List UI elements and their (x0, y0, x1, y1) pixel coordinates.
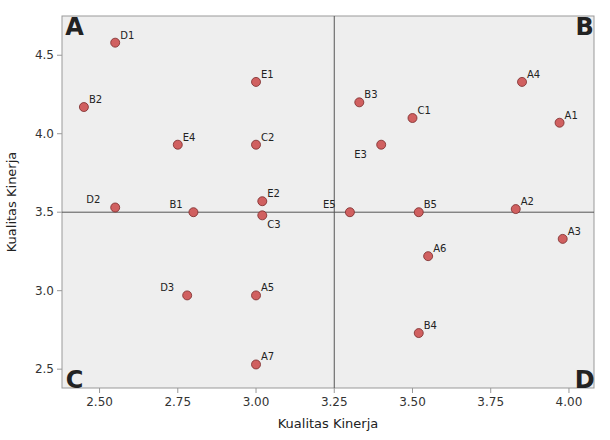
point-label: E2 (267, 188, 280, 199)
axes: 2.50 2.75 3.00 3.25 3.50 3.75 4.00 2.5 3.0 3.5 4.0… (35, 48, 582, 409)
point (252, 291, 261, 300)
point-label: A2 (521, 196, 534, 207)
y-tick (57, 369, 62, 370)
point-labels: D1 B2 E4 C2 E1 D2 B1 E2 C3 D3 A5 A7 B3 C1 E3 A4 A1 E5 B5 A2… (86, 30, 581, 363)
point (111, 38, 120, 47)
x-tick-label: 3.00 (243, 395, 270, 409)
plot-area (62, 16, 594, 388)
point (558, 234, 567, 243)
y-tick-label: 4.5 (35, 48, 54, 62)
quadrant-label: B (575, 13, 593, 41)
point-label: A3 (568, 226, 581, 237)
point (414, 329, 423, 338)
point-label: C1 (417, 105, 430, 116)
point-label: E1 (261, 69, 274, 80)
x-tick (334, 388, 335, 393)
plot-marks (62, 16, 594, 388)
y-tick-label: 4.0 (35, 127, 54, 141)
x-tick-label: 3.50 (399, 395, 426, 409)
point (189, 208, 198, 217)
quadrant-label: C (66, 366, 84, 394)
point-label: A5 (261, 282, 274, 293)
point-label: A7 (261, 351, 274, 362)
point-label: C2 (261, 132, 274, 143)
point (518, 77, 527, 86)
point-label: B3 (364, 89, 377, 100)
point (252, 77, 261, 86)
point (414, 208, 423, 217)
y-tick (57, 55, 62, 56)
x-tick (490, 388, 491, 393)
point (79, 103, 88, 112)
point (345, 208, 354, 217)
x-tick (256, 388, 257, 393)
point-label: B2 (89, 94, 102, 105)
x-tick (99, 388, 100, 393)
point (252, 140, 261, 149)
point-label: E5 (323, 199, 336, 210)
y-tick (57, 212, 62, 213)
point (252, 360, 261, 369)
point (408, 114, 417, 123)
point-label: B5 (424, 199, 437, 210)
x-axis-label: Kualitas Kinerja (278, 416, 379, 431)
point (511, 205, 520, 214)
y-axis-label: Kualitas Kinerja (4, 152, 19, 253)
x-tick (177, 388, 178, 393)
point (355, 98, 364, 107)
point-label: D2 (86, 194, 100, 205)
point (183, 291, 192, 300)
x-tick-label: 3.75 (477, 395, 504, 409)
point-label: D3 (160, 282, 174, 293)
x-tick (412, 388, 413, 393)
quadrant-labels: A B C D (65, 13, 594, 394)
y-tick (57, 290, 62, 291)
point-label: A1 (565, 110, 578, 121)
point-label: A4 (527, 69, 540, 80)
quadrant-label: A (65, 13, 84, 41)
point (424, 252, 433, 261)
point-label: B4 (424, 320, 437, 331)
x-tick (568, 388, 569, 393)
y-tick-label: 2.5 (35, 362, 54, 376)
point-label: E4 (183, 132, 196, 143)
point-label: B1 (169, 199, 182, 210)
x-tick-label: 4.00 (556, 395, 583, 409)
point (555, 118, 564, 127)
point-label: D1 (120, 30, 134, 41)
point (258, 211, 267, 220)
y-tick (57, 133, 62, 134)
x-tick-label: 3.25 (321, 395, 348, 409)
point-label: A6 (433, 243, 446, 254)
point (377, 140, 386, 149)
point (258, 197, 267, 206)
chart: 2.50 2.75 3.00 3.25 3.50 3.75 4.00 2.5 3.0 3.5 4.0… (0, 0, 610, 440)
x-tick-label: 2.75 (164, 395, 191, 409)
y-tick-label: 3.5 (35, 205, 54, 219)
point (173, 140, 182, 149)
point-label: C3 (267, 219, 280, 230)
point-label: E3 (354, 149, 367, 160)
point (111, 203, 120, 212)
x-tick-label: 2.50 (86, 395, 113, 409)
quadrant-label: D (575, 366, 595, 394)
y-tick-label: 3.0 (35, 284, 54, 298)
